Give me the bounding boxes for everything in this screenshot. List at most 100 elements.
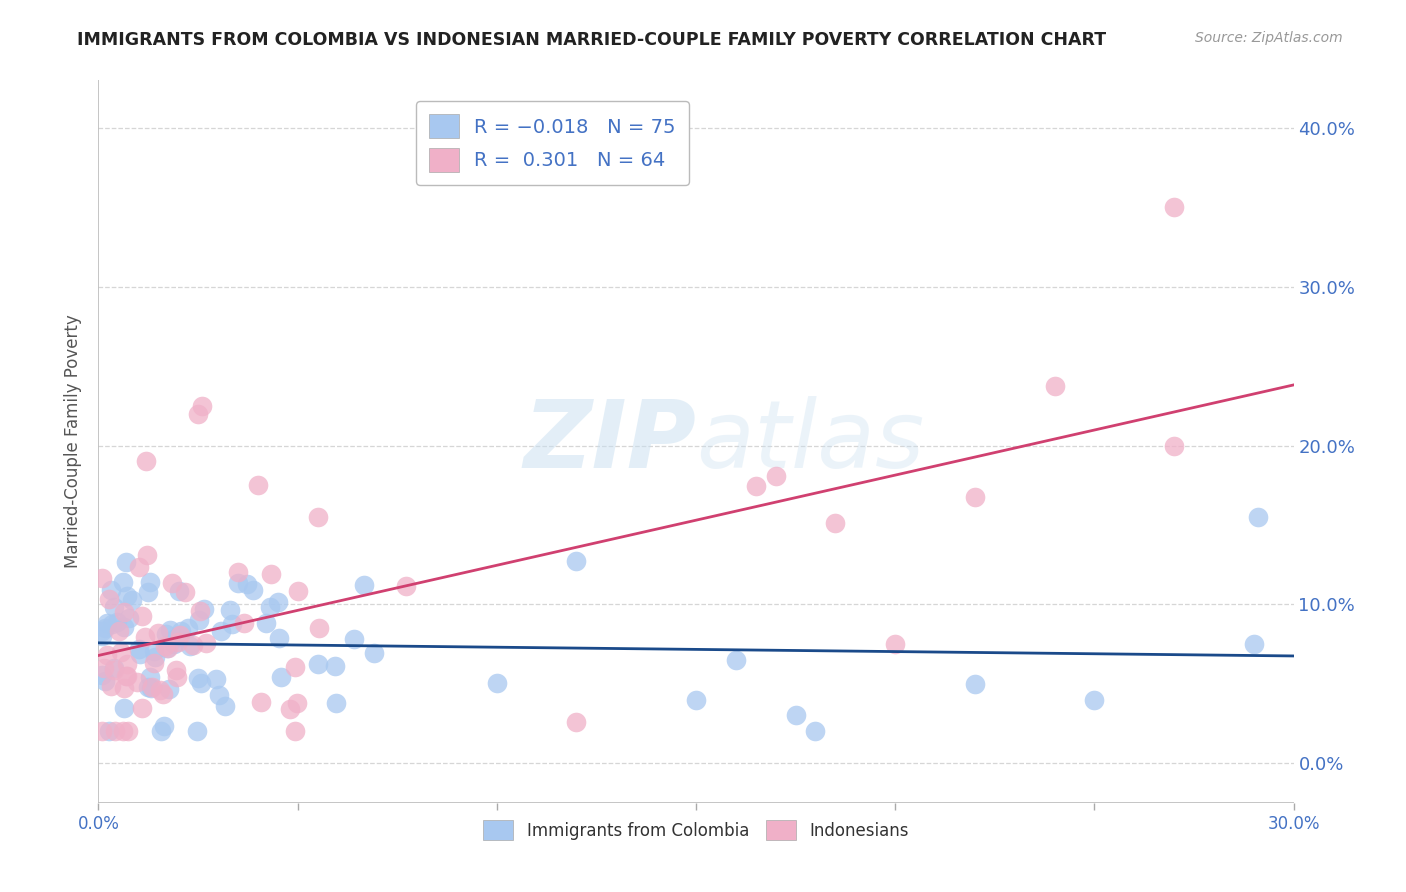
- Point: [128, 642, 150, 657]
- Y-axis label: Married-Couple Family Poverty: Married-Couple Family Poverty: [65, 315, 83, 568]
- Point: [157, 682, 180, 697]
- Point: [193, 602, 215, 616]
- Point: [308, 622, 330, 636]
- Point: [135, 454, 157, 468]
- Point: [170, 624, 193, 639]
- Point: [165, 663, 187, 677]
- Point: [134, 630, 156, 644]
- Point: [249, 695, 271, 709]
- Point: [169, 628, 191, 642]
- Point: [204, 672, 226, 686]
- Point: [163, 632, 186, 646]
- Point: [181, 638, 204, 652]
- Point: [565, 715, 588, 730]
- Point: [363, 646, 385, 660]
- Point: [174, 584, 197, 599]
- Point: [155, 627, 177, 641]
- Point: [112, 701, 135, 715]
- Point: [166, 635, 188, 649]
- Point: [94, 674, 117, 689]
- Point: [209, 624, 232, 639]
- Point: [143, 657, 166, 671]
- Point: [112, 574, 135, 589]
- Point: [112, 619, 135, 633]
- Point: [765, 469, 787, 483]
- Point: [136, 585, 159, 599]
- Point: [149, 724, 172, 739]
- Point: [100, 679, 122, 693]
- Text: atlas: atlas: [696, 396, 924, 487]
- Point: [685, 692, 707, 706]
- Point: [1163, 438, 1185, 452]
- Point: [963, 676, 986, 690]
- Point: [103, 663, 125, 677]
- Point: [884, 637, 907, 651]
- Point: [139, 670, 162, 684]
- Point: [93, 660, 115, 674]
- Point: [141, 681, 163, 695]
- Point: [278, 701, 301, 715]
- Point: [219, 603, 242, 617]
- Point: [226, 575, 249, 590]
- Point: [179, 639, 201, 653]
- Point: [287, 584, 309, 599]
- Point: [115, 589, 138, 603]
- Point: [139, 575, 162, 590]
- Point: [131, 700, 153, 714]
- Point: [1247, 510, 1270, 524]
- Point: [128, 560, 150, 574]
- Point: [112, 605, 135, 619]
- Point: [824, 516, 846, 530]
- Point: [260, 567, 283, 582]
- Point: [121, 592, 143, 607]
- Point: [188, 603, 211, 617]
- Point: [125, 675, 148, 690]
- Point: [269, 631, 291, 645]
- Point: [114, 669, 136, 683]
- Point: [118, 611, 141, 625]
- Point: [115, 555, 138, 569]
- Point: [1043, 379, 1066, 393]
- Point: [163, 637, 186, 651]
- Point: [226, 566, 249, 580]
- Point: [325, 696, 347, 710]
- Point: [323, 659, 346, 673]
- Point: [242, 583, 264, 598]
- Point: [100, 583, 122, 598]
- Point: [100, 617, 122, 632]
- Point: [270, 670, 292, 684]
- Point: [353, 578, 375, 592]
- Point: [91, 724, 114, 739]
- Text: ZIP: ZIP: [523, 395, 696, 488]
- Point: [94, 621, 117, 635]
- Point: [254, 615, 277, 630]
- Point: [1163, 200, 1185, 214]
- Point: [195, 636, 218, 650]
- Point: [141, 681, 163, 695]
- Point: [98, 724, 121, 739]
- Point: [266, 595, 288, 609]
- Point: [187, 671, 209, 685]
- Point: [149, 682, 172, 697]
- Point: [103, 599, 125, 614]
- Point: [146, 626, 169, 640]
- Point: [143, 650, 166, 665]
- Point: [963, 491, 986, 505]
- Point: [110, 645, 132, 659]
- Point: [307, 657, 329, 671]
- Point: [187, 407, 209, 421]
- Point: [91, 668, 114, 682]
- Point: [724, 653, 747, 667]
- Point: [745, 479, 768, 493]
- Point: [135, 548, 157, 562]
- Point: [221, 617, 243, 632]
- Point: [103, 661, 125, 675]
- Point: [307, 510, 329, 524]
- Point: [107, 624, 129, 638]
- Point: [236, 577, 259, 591]
- Legend: Immigrants from Colombia, Indonesians: Immigrants from Colombia, Indonesians: [475, 812, 917, 848]
- Point: [104, 724, 127, 739]
- Point: [91, 624, 114, 638]
- Point: [188, 614, 211, 628]
- Point: [152, 687, 174, 701]
